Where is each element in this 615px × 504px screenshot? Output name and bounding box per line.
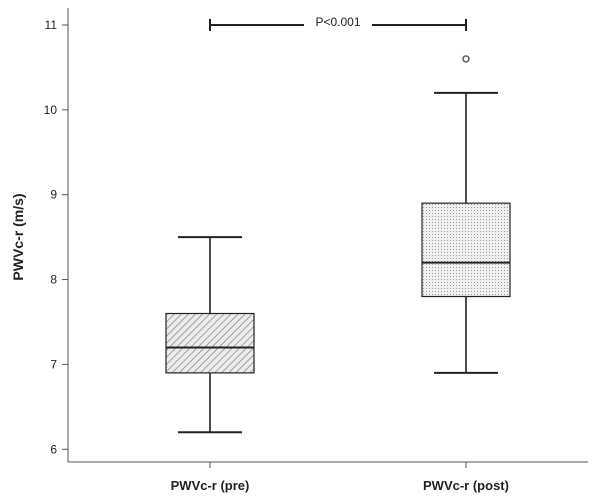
y-tick-label: 11: [45, 18, 58, 32]
y-axis-ticks: 6 7 8 9 10 11: [44, 18, 68, 456]
y-axis-title: PWVc-r (m/s): [10, 193, 26, 280]
x-tick-label: PWVc-r (pre): [171, 478, 250, 493]
box-post: [421, 55, 511, 374]
box-pre: [165, 236, 255, 434]
y-tick-label: 7: [50, 357, 57, 371]
x-axis-category-labels: PWVc-r (pre) PWVc-r (post): [171, 462, 509, 493]
iqr-box: [421, 202, 511, 298]
y-tick-label: 10: [44, 103, 58, 117]
p-value-label: P<0.001: [315, 15, 360, 29]
annotations: P<0.001: [209, 15, 467, 31]
y-tick-label: 9: [50, 188, 57, 202]
y-tick-label: 6: [50, 442, 57, 456]
boxes: [165, 55, 511, 434]
x-tick-label: PWVc-r (post): [423, 478, 509, 493]
iqr-box: [165, 312, 255, 374]
outlier-point: [462, 55, 470, 63]
y-tick-label: 8: [50, 273, 57, 287]
axes: [67, 8, 588, 463]
